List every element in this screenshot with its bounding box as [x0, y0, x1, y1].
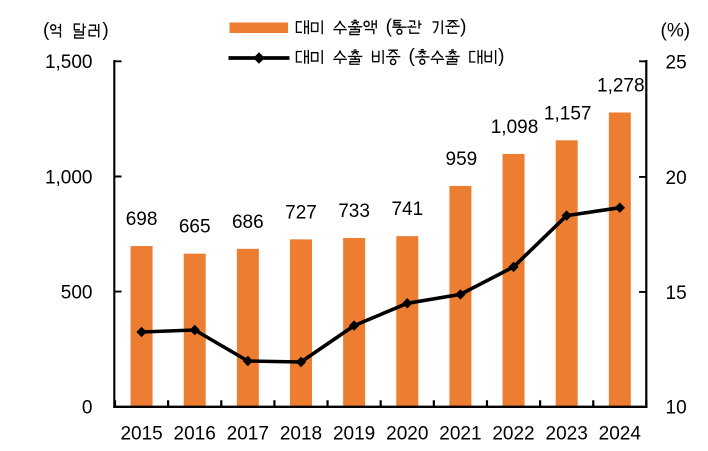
svg-text:686: 686: [232, 212, 264, 233]
svg-text:2017: 2017: [227, 423, 269, 444]
svg-text:2023: 2023: [546, 423, 588, 444]
svg-text:2019: 2019: [333, 423, 375, 444]
svg-text:733: 733: [338, 201, 370, 222]
svg-text:2022: 2022: [492, 423, 534, 444]
svg-text:): ): [498, 46, 504, 67]
svg-text:500: 500: [61, 283, 93, 304]
svg-text:1,098: 1,098: [491, 117, 539, 138]
svg-text:1,157: 1,157: [544, 103, 592, 124]
svg-text:959: 959: [446, 149, 478, 170]
svg-text:2024: 2024: [599, 423, 642, 444]
svg-text:698: 698: [126, 209, 158, 230]
svg-text:20: 20: [666, 168, 687, 189]
svg-text:2021: 2021: [439, 423, 481, 444]
svg-text:2016: 2016: [174, 423, 216, 444]
svg-text:10: 10: [666, 397, 687, 418]
svg-text:727: 727: [285, 202, 317, 223]
svg-text:): ): [102, 20, 108, 41]
svg-text:2018: 2018: [280, 423, 322, 444]
svg-text:741: 741: [391, 199, 423, 220]
svg-text:1,000: 1,000: [45, 167, 93, 188]
svg-text:0: 0: [82, 397, 93, 418]
svg-text:665: 665: [179, 217, 211, 238]
svg-text:15: 15: [666, 283, 687, 304]
svg-text:(%): (%): [661, 21, 691, 42]
svg-text:1,500: 1,500: [45, 52, 93, 73]
svg-text:1,278: 1,278: [597, 76, 645, 97]
svg-text:25: 25: [666, 53, 687, 74]
svg-text:(: (: [43, 20, 50, 41]
svg-text:2015: 2015: [120, 423, 162, 444]
svg-text:(: (: [409, 46, 416, 67]
svg-text:): ): [460, 17, 466, 38]
svg-text:2020: 2020: [386, 423, 428, 444]
svg-text:(: (: [386, 17, 393, 38]
